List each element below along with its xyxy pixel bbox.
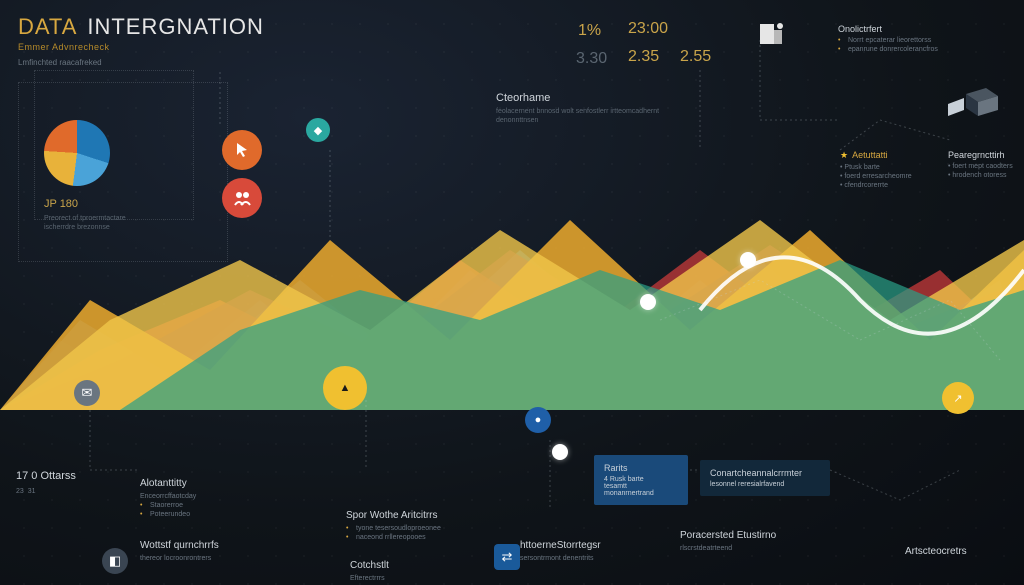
node-icon: ◆ — [306, 118, 330, 142]
right-column-block: Pearegrncttirh• foert mept caodters• hro… — [948, 150, 1013, 181]
bottom-section: Spor Wothe Aritcitrrstyone tesersoudlopr… — [346, 510, 441, 543]
bottom-section: httoerneStorrtegsrsersontrmont denentrit… — [520, 540, 601, 562]
bottom-section: Poracersted Etustirnorlscrstdeatrteend — [680, 530, 776, 552]
node-icon — [552, 444, 568, 460]
node-icon — [640, 294, 656, 310]
right-top-item: •epanrune donrercolerancfros — [838, 46, 938, 53]
left-axis-nums: 23 31 — [16, 488, 35, 495]
node-icon: ● — [525, 407, 551, 433]
pie-sub-2: ischerrdre brezonnse — [44, 224, 110, 231]
right-top-item: •Norrt epcaterar lieorettorss — [838, 37, 938, 44]
pie-subtext: Preorect of tproermtactare ischerrdre br… — [44, 214, 126, 232]
node-icon — [740, 252, 756, 268]
metric-value: 23:00 — [628, 20, 668, 38]
metric-value: 3.30 — [576, 50, 607, 68]
pie-sub-1: Preorect of tproermtactare — [44, 215, 126, 222]
mini-icon: ✉ — [74, 380, 100, 406]
node-icon: ▲ — [323, 366, 367, 410]
bottom-section: AlotanttittyEnceorrcffaotcdayStaorerroeP… — [140, 478, 196, 520]
info-card: Conartcheannalcrrmterlesonnel reresialrf… — [700, 460, 830, 496]
pie-label: JP 180 — [44, 198, 78, 210]
right-top-list: •Norrt epcaterar lieorettorss •epanrune d… — [838, 37, 938, 53]
right-column-block: ★Aetuttatti• Ptusk barte• foerd erresarc… — [840, 150, 912, 191]
info-card: Rarits4 Rusk bartetesamtt monanrnertrand — [594, 455, 688, 505]
metric-value: 1% — [578, 22, 601, 40]
right-icon-box — [754, 20, 788, 54]
top-section-sub: feolacernent bnnosd wolt senfostlerr irt… — [496, 107, 696, 125]
right-top-block: Onolictrfert •Norrt epcaterar lieorettor… — [838, 24, 938, 55]
node-icon: ↗ — [942, 382, 974, 414]
iso-cube-icon — [946, 86, 1006, 126]
axis-num-1: 31 — [28, 488, 36, 495]
title-word-2: INTERGNATION — [87, 14, 264, 39]
title-word-1: DATA — [18, 14, 76, 39]
axis-num-0: 23 — [16, 488, 24, 495]
pointer-badge-icon — [222, 130, 262, 170]
subtitle-2: Lmfinchted raacafreked — [18, 58, 102, 67]
top-section-heading: Cteorhame — [496, 92, 696, 104]
pie-chart — [44, 120, 110, 186]
metric-value: 2.35 — [628, 48, 659, 66]
bottom-section: Wottstf qurnchrrfsthereor locroonrontrer… — [140, 540, 219, 562]
top-section: Cteorhame feolacernent bnnosd wolt senfo… — [496, 92, 696, 125]
subtitle-1: Emmer Advnrecheck — [18, 42, 110, 52]
bottom-section: CotchstltEfterectrrrs — [350, 560, 389, 582]
bottom-section: Artscteocretrs — [905, 546, 967, 561]
left-axis-label: 17 0 Ottarss — [16, 470, 76, 482]
people-badge-icon — [222, 178, 262, 218]
mini-icon: ◧ — [102, 548, 128, 574]
right-top-heading: Onolictrfert — [838, 24, 938, 34]
page-title: DATA INTERGNATION — [18, 14, 264, 40]
metric-value: 2.55 — [680, 48, 711, 66]
mini-icon: ⇄ — [494, 544, 520, 570]
